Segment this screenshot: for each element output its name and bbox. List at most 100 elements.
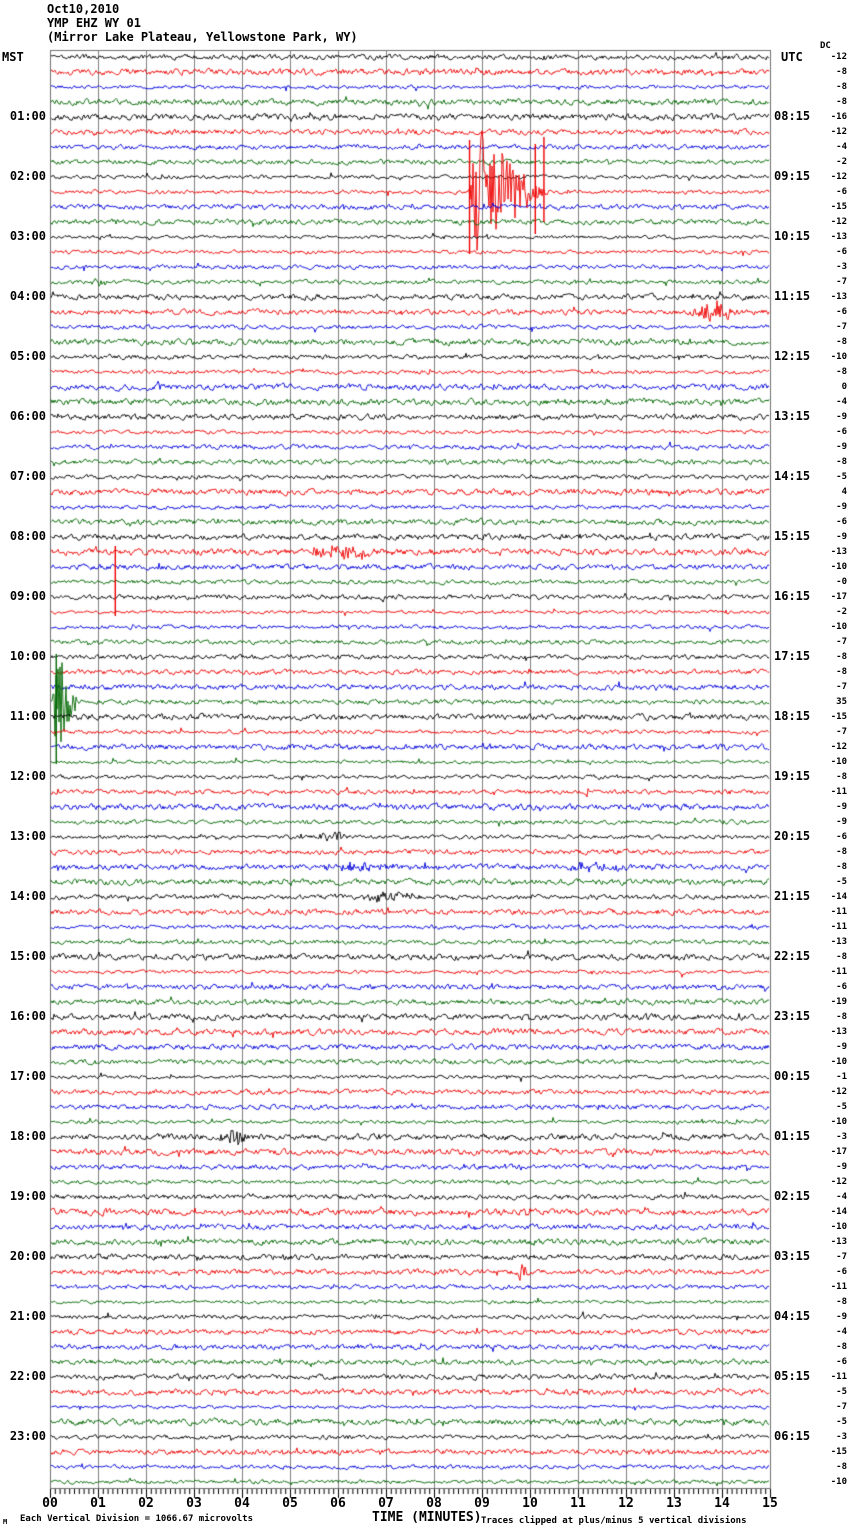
dc-offset-value: -8 <box>836 67 847 77</box>
utc-hour-label: 06:15 <box>774 1429 811 1443</box>
dc-offset-value: -19 <box>830 997 847 1007</box>
dc-offset-value: -6 <box>836 1357 847 1367</box>
mst-label: MST <box>2 50 24 64</box>
dc-offset-value: -4 <box>836 142 847 152</box>
mst-hour-label: 11:00 <box>9 709 46 723</box>
x-axis-tick-label: 14 <box>714 1496 730 1511</box>
dc-offset-value: -14 <box>830 892 847 902</box>
dc-offset-value: -13 <box>830 547 847 557</box>
utc-hour-label: 13:15 <box>774 409 811 423</box>
dc-offset-value: -12 <box>830 127 847 137</box>
dc-offset-value: -7 <box>836 727 847 737</box>
mst-hour-label: 04:00 <box>9 289 46 303</box>
dc-offset-value: -12 <box>830 742 847 752</box>
dc-offset-value: -6 <box>836 427 847 437</box>
dc-offset-value: -5 <box>836 1417 847 1427</box>
dc-offset-value: -8 <box>836 667 847 677</box>
mst-hour-label: 07:00 <box>9 469 46 483</box>
dc-offset-value: -2 <box>836 157 847 167</box>
dc-offset-value: -12 <box>830 217 847 227</box>
dc-offset-value: -3 <box>836 1132 847 1142</box>
dc-offset-value: -8 <box>836 1297 847 1307</box>
mst-hour-label: 02:00 <box>9 169 46 183</box>
dc-offset-value: -17 <box>830 592 847 602</box>
dc-offset-value: -9 <box>836 817 847 827</box>
dc-offset-value: -13 <box>830 1237 847 1247</box>
x-axis-tick-label: 09 <box>474 1496 490 1511</box>
dc-offset-value: -8 <box>836 97 847 107</box>
mst-hour-label: 23:00 <box>9 1429 46 1443</box>
dc-offset-value: -12 <box>830 1177 847 1187</box>
utc-hour-label: 19:15 <box>774 769 811 783</box>
x-axis-tick-label: 07 <box>378 1496 394 1511</box>
utc-hour-label: 03:15 <box>774 1249 811 1263</box>
x-axis-tick-label: 00 <box>42 1496 58 1511</box>
x-axis-tick-label: 12 <box>618 1496 634 1511</box>
dc-offset-value: -12 <box>830 172 847 182</box>
mst-hour-label: 03:00 <box>9 229 46 243</box>
x-axis-tick-label: 04 <box>234 1496 250 1511</box>
mst-hour-label: 17:00 <box>9 1069 46 1083</box>
dc-offset-value: -8 <box>836 952 847 962</box>
dc-offset-value: -5 <box>836 472 847 482</box>
utc-hour-label: 02:15 <box>774 1189 811 1203</box>
dc-offset-value: -7 <box>836 277 847 287</box>
utc-hour-label: 00:15 <box>774 1069 811 1083</box>
mst-hour-label: 20:00 <box>9 1249 46 1263</box>
mst-hour-label: 15:00 <box>9 949 46 963</box>
mst-hour-label: 14:00 <box>9 889 46 903</box>
utc-hour-label: 18:15 <box>774 709 811 723</box>
dc-offset-value: -9 <box>836 1042 847 1052</box>
dc-offset-value: -12 <box>830 1087 847 1097</box>
dc-offset-value: -10 <box>830 1222 847 1232</box>
utc-hour-label: 14:15 <box>774 469 811 483</box>
dc-offset-value: -6 <box>836 187 847 197</box>
dc-offset-value: -7 <box>836 682 847 692</box>
dc-offset-value: -7 <box>836 1402 847 1412</box>
dc-offset-value: -10 <box>830 562 847 572</box>
mst-hour-label: 05:00 <box>9 349 46 363</box>
dc-offset-value: -5 <box>836 1102 847 1112</box>
mst-hour-label: 12:00 <box>9 769 46 783</box>
dc-column-header: DC <box>820 41 831 51</box>
x-axis-tick-label: 08 <box>426 1496 442 1511</box>
mst-hour-label: 22:00 <box>9 1369 46 1383</box>
dc-offset-value: -8 <box>836 82 847 92</box>
x-axis-title: TIME (MINUTES) <box>372 1510 482 1525</box>
dc-offset-value: -8 <box>836 1462 847 1472</box>
utc-hour-label: 22:15 <box>774 949 811 963</box>
header-station: YMP EHZ WY 01 <box>47 16 141 30</box>
utc-hour-label: 09:15 <box>774 169 811 183</box>
x-axis-tick-label: 10 <box>522 1496 538 1511</box>
dc-offset-value: -8 <box>836 862 847 872</box>
dc-offset-value: 4 <box>841 487 847 497</box>
dc-offset-value: -7 <box>836 637 847 647</box>
dc-offset-value: -11 <box>830 1372 847 1382</box>
header-location: (Mirror Lake Plateau, Yellowstone Park, … <box>47 30 358 44</box>
utc-hour-label: 16:15 <box>774 589 811 603</box>
dc-offset-value: -11 <box>830 922 847 932</box>
x-axis-tick-label: 05 <box>282 1496 298 1511</box>
dc-offset-value: -15 <box>830 712 847 722</box>
corner-mark: M <box>3 1518 8 1526</box>
dc-offset-value: -11 <box>830 967 847 977</box>
dc-offset-value: -1 <box>836 1072 847 1082</box>
dc-offset-value: -10 <box>830 1057 847 1067</box>
mst-hour-label: 13:00 <box>9 829 46 843</box>
dc-offset-value: -2 <box>836 607 847 617</box>
mst-hour-label: 19:00 <box>9 1189 46 1203</box>
dc-offset-value: -7 <box>836 322 847 332</box>
utc-hour-label: 17:15 <box>774 649 811 663</box>
utc-hour-label: 12:15 <box>774 349 811 363</box>
dc-offset-value: -5 <box>836 877 847 887</box>
dc-offset-value: -13 <box>830 937 847 947</box>
dc-offset-value: -4 <box>836 1192 847 1202</box>
dc-offset-value: -8 <box>836 652 847 662</box>
dc-offset-value: -9 <box>836 1162 847 1172</box>
dc-offset-value: -15 <box>830 1447 847 1457</box>
dc-offset-value: -11 <box>830 787 847 797</box>
utc-hour-label: 21:15 <box>774 889 811 903</box>
x-axis-tick-label: 03 <box>186 1496 202 1511</box>
clip-note: Traces clipped at plus/minus 5 vertical … <box>481 1516 747 1526</box>
